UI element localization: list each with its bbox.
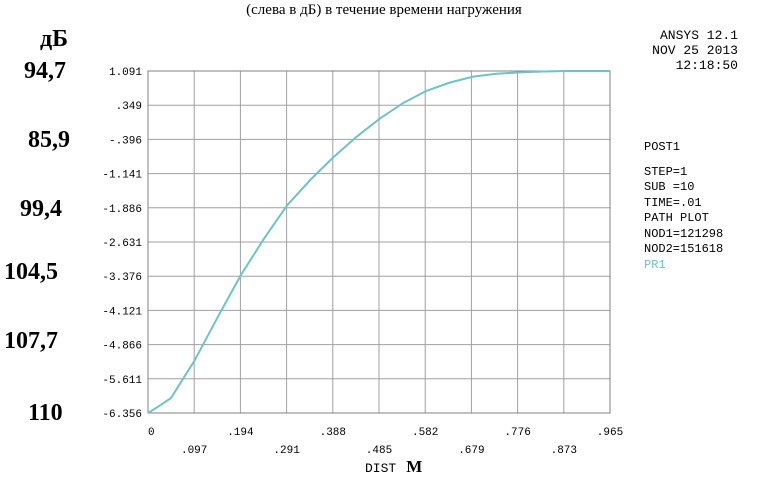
time-label: 12:18:50 [675,58,738,73]
y-tick-label: -4.866 [102,341,142,353]
x-tick-label: .679 [458,445,484,457]
db-value-2: 85,9 [28,127,70,153]
info-post: POST1 [644,140,681,154]
y-tick-label: .349 [116,101,142,113]
y-tick-label: -6.356 [102,409,142,421]
plot-info-panel: POST1 STEP=1 SUB =10 TIME=.01 PATH PLOT … [644,140,723,273]
info-step: STEP=1 [644,164,688,179]
info-sub: SUB =10 [644,180,695,194]
x-tick-label: .291 [273,445,300,457]
x-tick-label: .873 [551,445,577,457]
plot-frame [147,70,611,414]
db-value-1: 94,7 [24,58,66,84]
x-axis-label: DIST [365,461,397,476]
figure-caption: (слева в дБ) в течение времени нагружени… [246,2,522,18]
db-value-3: 99,4 [20,196,62,222]
product-label: ANSYS 12.1 [659,28,738,43]
x-tick-label: .097 [181,445,207,457]
x-axis-title: DIST М [365,457,422,477]
legend-series-name: PR1 [644,257,666,272]
info-time: TIME=.01 [644,195,702,210]
x-tick-label: .582 [412,427,438,439]
date-label: NOV 25 2013 [652,43,738,58]
info-nod1: NOD1=121298 [644,226,724,241]
x-axis-unit: М [406,457,423,476]
db-value-6: 110 [28,400,63,426]
x-tick-label: 0 [148,427,155,439]
y-tick-label: -5.611 [102,375,142,387]
x-tick-label: .965 [597,427,623,439]
y-tick-label: -4.121 [102,306,142,318]
y-tick-label: 1.091 [109,67,142,79]
y-tick-label: -.396 [109,135,142,147]
db-axis-label: дБ [40,26,69,52]
db-value-5: 107,7 [4,328,58,354]
x-tick-label: .388 [320,427,346,439]
y-tick-label: -1.886 [102,204,142,216]
y-tick-label: -3.376 [102,272,142,284]
info-nod2: NOD2=151618 [644,242,724,256]
ansys-header: ANSYS 12.1 NOV 25 2013 12:18:50 [610,28,738,73]
series-line-pr1 [147,70,610,414]
x-tick-label: .776 [504,427,530,439]
y-tick-label: -1.141 [102,170,142,182]
db-value-4: 104,5 [4,259,58,285]
info-plot: PATH PLOT [644,211,709,225]
x-tick-label: .485 [366,445,392,457]
x-tick-label: .194 [227,427,254,439]
y-tick-label: -2.631 [102,238,142,250]
